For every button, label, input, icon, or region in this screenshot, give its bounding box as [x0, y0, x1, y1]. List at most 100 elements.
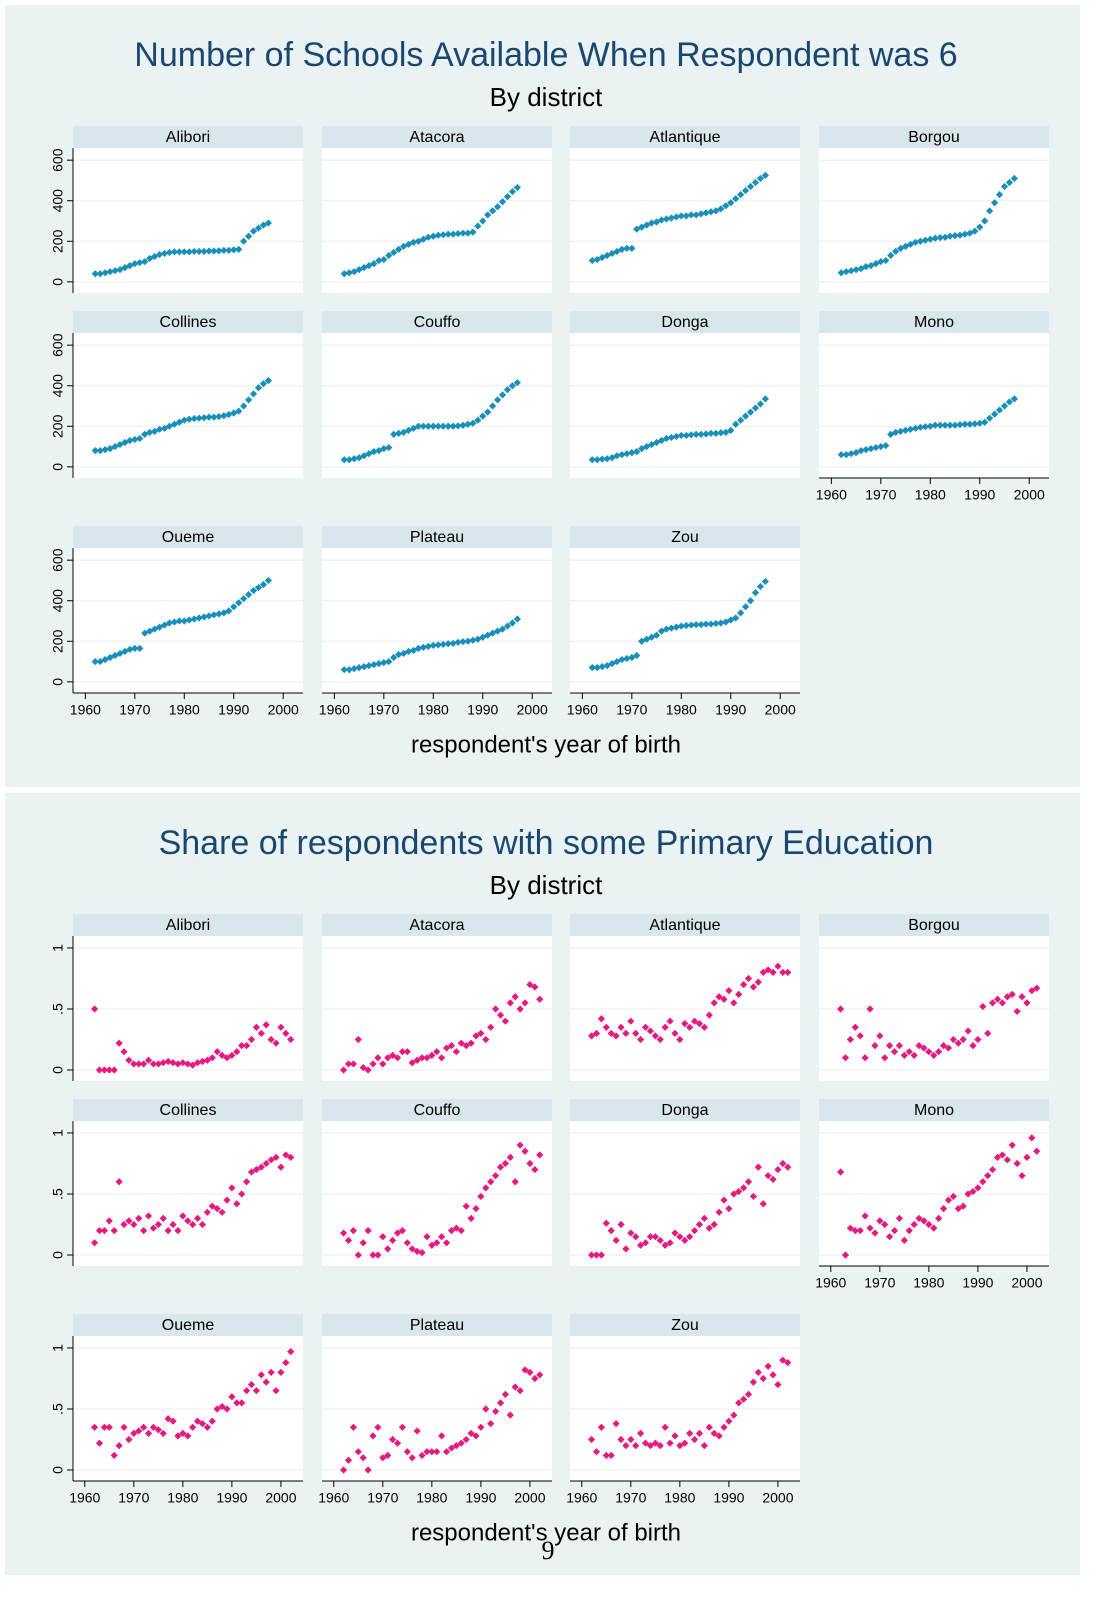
point [339, 1229, 348, 1237]
point [759, 968, 767, 976]
point [876, 1032, 884, 1040]
point [350, 665, 358, 673]
panel: Atlantique [570, 126, 800, 293]
point [646, 1027, 655, 1035]
point [235, 245, 243, 253]
x-axis-title: respondent's year of birth [411, 1519, 681, 1546]
point [135, 1060, 143, 1068]
point [905, 1048, 913, 1056]
point [91, 657, 99, 666]
x-tick-label: 1970 [864, 1275, 895, 1291]
point [897, 427, 905, 435]
point [235, 407, 243, 415]
point [936, 421, 944, 429]
point [393, 1229, 402, 1237]
x-tick-label: 1980 [664, 1490, 695, 1506]
x-tick-label: 1970 [615, 1490, 646, 1506]
point [641, 1239, 650, 1247]
point [911, 424, 920, 432]
point [511, 993, 519, 1001]
x-tick-label: 2000 [514, 1490, 545, 1506]
point [662, 215, 671, 223]
point [779, 1159, 787, 1168]
point [120, 1048, 128, 1056]
point [379, 1233, 387, 1241]
point [513, 615, 521, 623]
plot-area [322, 333, 552, 478]
point [612, 1420, 620, 1428]
point [976, 223, 984, 231]
point [492, 1005, 500, 1013]
panel-strip [73, 1099, 303, 1121]
point [989, 999, 997, 1007]
point [90, 1239, 99, 1247]
point [717, 619, 725, 627]
point [651, 1439, 659, 1447]
point [587, 1032, 596, 1040]
point [175, 617, 183, 625]
point [444, 640, 452, 648]
point [403, 1448, 411, 1456]
point [449, 422, 457, 430]
point [598, 455, 606, 463]
point [400, 428, 408, 436]
point [90, 1423, 99, 1431]
point [403, 1239, 411, 1247]
x-tick-label: 1990 [218, 702, 249, 718]
point [413, 1247, 421, 1255]
point [592, 1251, 601, 1259]
point [131, 259, 139, 268]
point [612, 1032, 620, 1040]
point [384, 1245, 392, 1253]
panel-strip [322, 126, 552, 148]
point [487, 1420, 495, 1428]
point [637, 1035, 645, 1044]
point [1018, 993, 1026, 1001]
point [867, 444, 875, 453]
point [205, 612, 213, 620]
panel: Alibori 0 200 400 600 [50, 126, 303, 293]
point [120, 1220, 128, 1229]
point [608, 659, 616, 668]
point [717, 429, 725, 437]
point [501, 1159, 510, 1168]
y-tick-label: .5 [50, 1003, 66, 1015]
point [531, 983, 539, 991]
point [751, 404, 760, 412]
point [110, 1451, 118, 1459]
point [989, 1165, 997, 1174]
point [779, 1356, 787, 1364]
point [954, 1039, 962, 1047]
point [506, 1153, 514, 1161]
point [91, 447, 99, 455]
point [837, 269, 845, 277]
point [900, 1236, 908, 1244]
point [408, 1059, 416, 1067]
point [459, 638, 467, 646]
point [498, 625, 507, 633]
panel: Plateau 1960 1970 1980 1990 2000 [318, 1314, 552, 1506]
point [617, 1220, 625, 1229]
point [184, 1060, 192, 1068]
x-tick-label: 1980 [169, 702, 200, 718]
point [779, 968, 787, 976]
panel-strip [73, 914, 303, 936]
point [930, 1224, 938, 1232]
point [598, 253, 606, 262]
point [915, 1214, 923, 1222]
point [847, 267, 855, 275]
point [136, 644, 144, 652]
point [208, 1417, 216, 1425]
point [666, 1017, 674, 1025]
panel-title: Donga [661, 1102, 708, 1119]
panel-strip [322, 914, 552, 936]
point [741, 412, 750, 420]
panel-title: Plateau [410, 529, 464, 546]
point [877, 257, 885, 266]
point [1000, 402, 1009, 410]
point [1028, 1134, 1036, 1142]
panel-strip [819, 311, 1049, 333]
point [526, 980, 534, 989]
point [956, 421, 964, 429]
point [759, 1374, 767, 1383]
